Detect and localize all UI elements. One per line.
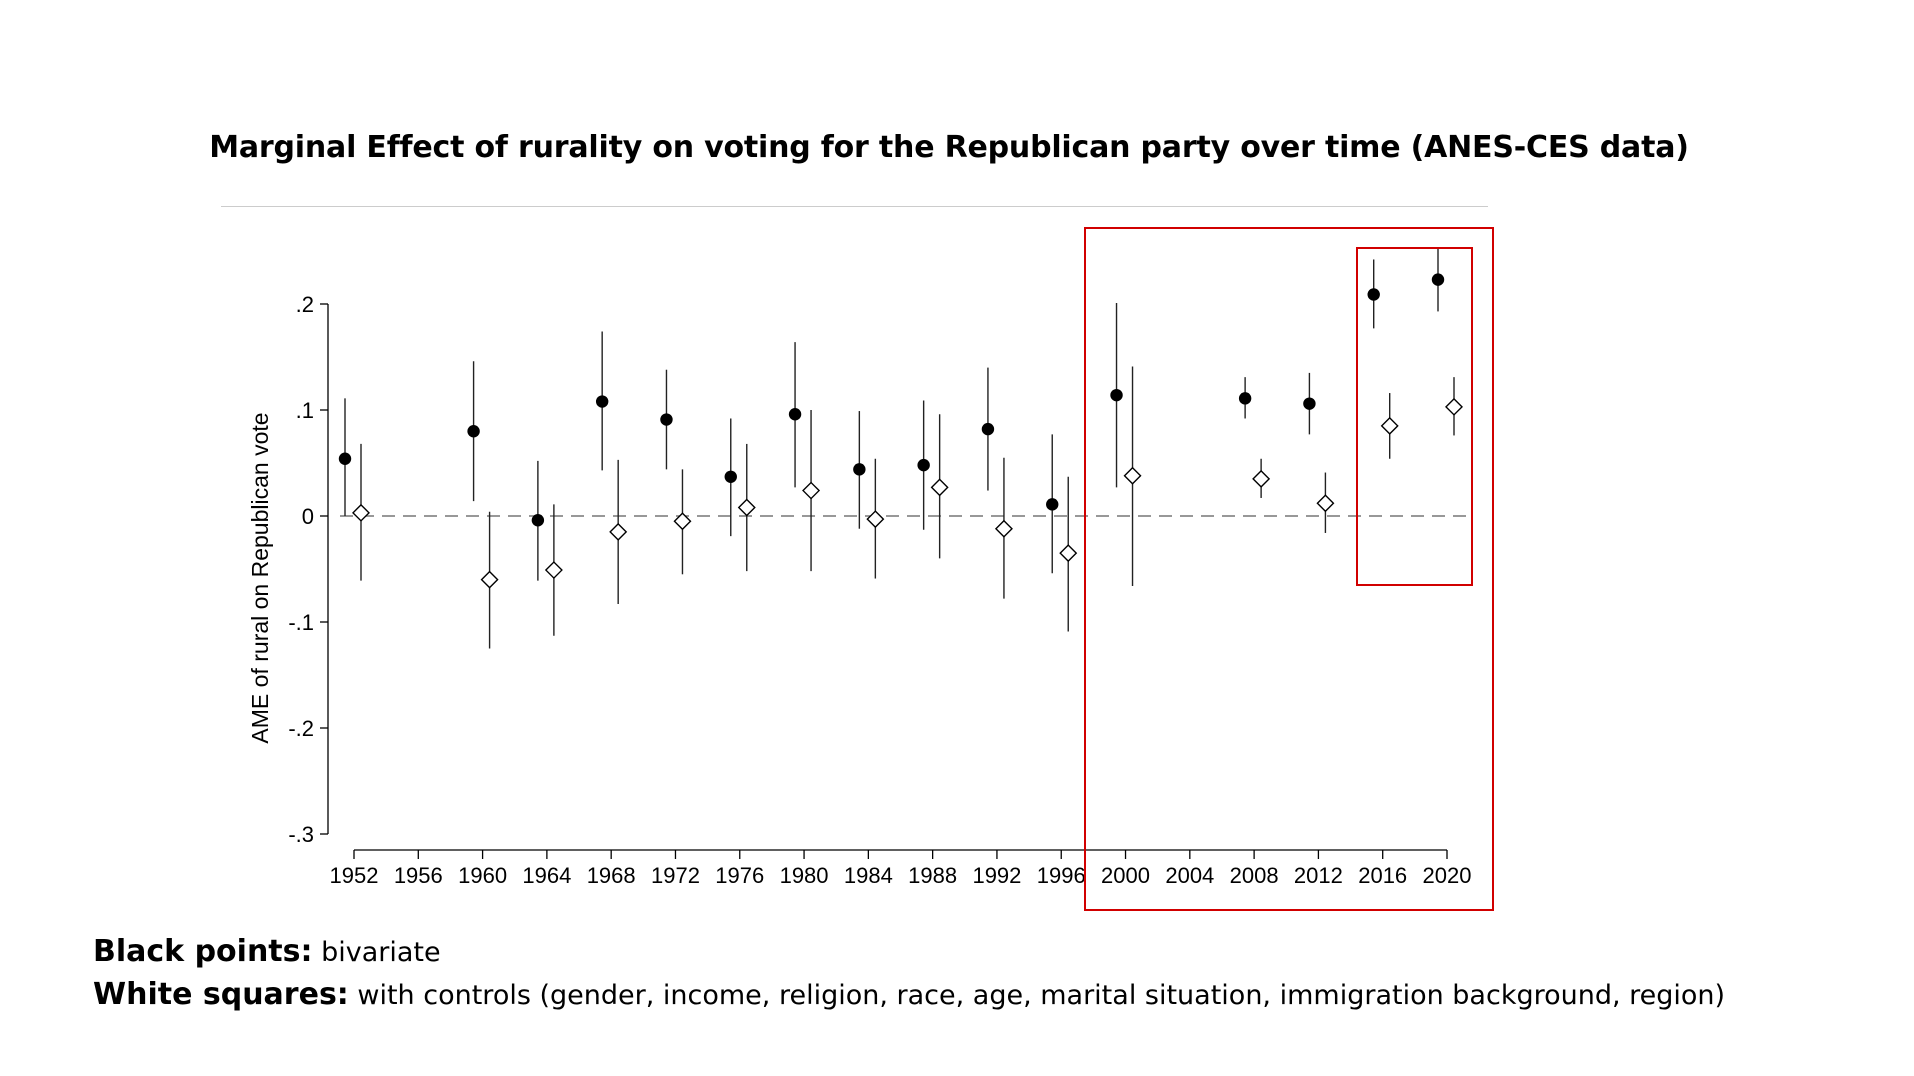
bivariate-point <box>1046 498 1059 511</box>
controls-diamond <box>544 561 563 580</box>
controls-diamond <box>994 519 1013 538</box>
x-tick-label: 2012 <box>1294 863 1343 888</box>
bivariate-point <box>788 408 802 421</box>
bivariate-point <box>981 422 995 436</box>
y-tick-label: -.1 <box>288 610 314 635</box>
x-tick-label: 1988 <box>908 863 957 888</box>
legend-bivariate-text: bivariate <box>312 937 441 968</box>
y-tick-label: .2 <box>296 292 314 317</box>
controls-diamond <box>1059 544 1078 563</box>
x-tick-label: 1968 <box>587 863 636 888</box>
controls-diamond <box>866 510 885 529</box>
highlight-boxes <box>1084 227 1494 911</box>
bivariate-point <box>1110 388 1123 402</box>
bivariate-point <box>917 458 930 472</box>
controls-diamond <box>1123 466 1142 485</box>
legend-controls-text: with controls (gender, income, religion,… <box>348 980 1726 1011</box>
bivariate-point <box>1303 397 1316 410</box>
controls-diamond <box>930 478 949 497</box>
y-tick-label: -.3 <box>288 822 314 847</box>
x-tick-label: 1992 <box>972 863 1021 888</box>
controls-diamond <box>1445 397 1463 416</box>
x-tick-label: 2000 <box>1101 863 1150 888</box>
bivariate-point <box>338 452 352 465</box>
x-tick-label: 1984 <box>844 863 893 888</box>
bivariate-point <box>1431 273 1445 286</box>
bivariate-point <box>467 425 480 438</box>
controls-diamond <box>1252 469 1271 488</box>
legend-bivariate-label: Black points: <box>93 934 313 969</box>
x-tick-label: 1960 <box>458 863 507 888</box>
bivariate-point <box>595 395 609 408</box>
controls-diamond <box>352 503 370 522</box>
slide-title: Marginal Effect of rurality on voting fo… <box>209 130 1689 165</box>
controls-diamond <box>802 481 821 500</box>
x-tick-label: 1976 <box>715 863 764 888</box>
chart-axes <box>327 304 1447 851</box>
controls-diamond <box>1380 416 1399 435</box>
bivariate-point <box>660 413 673 426</box>
x-tick-label: 1980 <box>780 863 829 888</box>
bivariate-point <box>531 514 545 527</box>
bivariate-point <box>1238 392 1252 405</box>
y-tick-label: 0 <box>302 504 314 529</box>
highlight-box-2000-2020 <box>1084 227 1494 911</box>
y-tick-label: .1 <box>296 398 314 423</box>
legend-controls: White squares: with controls (gender, in… <box>93 977 1725 1012</box>
legend-controls-label: White squares: <box>93 977 349 1012</box>
title-divider <box>221 206 1488 207</box>
controls-diamond <box>1316 494 1335 513</box>
x-tick-label: 1996 <box>1037 863 1086 888</box>
legend-bivariate: Black points: bivariate <box>93 934 441 969</box>
x-tick-label: 1956 <box>394 863 443 888</box>
bivariate-point <box>1367 288 1380 301</box>
x-tick-label: 1972 <box>651 863 700 888</box>
y-axis-label: AME of rural on Republican vote <box>247 412 273 743</box>
x-tick-label: 1952 <box>330 863 379 888</box>
chart-series <box>338 247 1463 649</box>
chart-ticks: -.3 -.2 -.1 0 .1 .2 1952 1956 1960 1964 1968 1972 19… <box>288 292 1471 888</box>
controls-diamond <box>609 522 628 541</box>
x-tick-label: 2016 <box>1358 863 1407 888</box>
x-tick-label: 2008 <box>1230 863 1279 888</box>
controls-diamond <box>480 570 499 589</box>
bivariate-point <box>724 470 737 483</box>
x-tick-label: 2004 <box>1165 863 1214 888</box>
highlight-box-2016-2020 <box>1356 247 1473 586</box>
bivariate-point <box>853 463 866 476</box>
x-tick-label: 2020 <box>1423 863 1472 888</box>
controls-diamond <box>673 512 692 531</box>
controls-diamond <box>737 498 756 517</box>
y-tick-label: -.2 <box>288 716 314 741</box>
x-tick-label: 1964 <box>522 863 571 888</box>
